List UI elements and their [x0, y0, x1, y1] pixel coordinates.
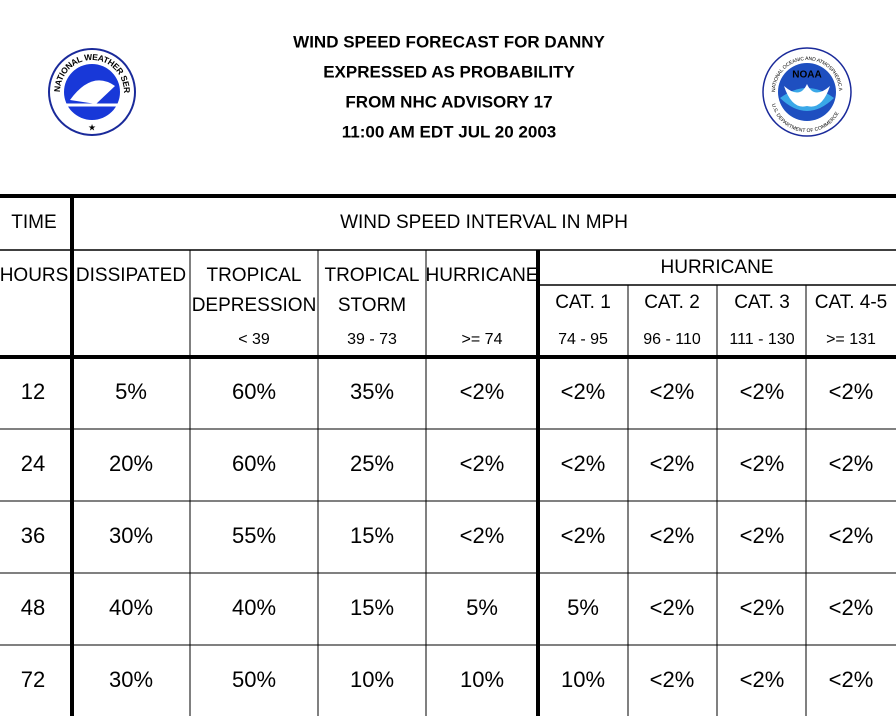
nws-logo: NATIONAL WEATHER SERVICE ★: [0, 0, 136, 136]
title-line: FROM NHC ADVISORY 17: [345, 92, 552, 111]
table-cell: <2%: [650, 451, 695, 476]
column-name: DEPRESSION: [192, 295, 317, 316]
noaa-name: NOAA: [792, 70, 821, 81]
table-cell: 12: [21, 379, 45, 404]
column-name: TROPICAL: [324, 265, 419, 286]
column-name: HURRICANE: [426, 265, 539, 286]
column-range: < 39: [238, 331, 270, 348]
table-cell: 72: [21, 667, 45, 692]
table-cell: 30%: [109, 523, 153, 548]
table-cell: 5%: [466, 595, 498, 620]
table-cell: 36: [21, 523, 45, 548]
table-cell: <2%: [740, 595, 785, 620]
table-cell: <2%: [460, 523, 505, 548]
table-cell: <2%: [829, 595, 874, 620]
cat-name: CAT. 4-5: [815, 292, 888, 313]
column-range: 39 - 73: [347, 331, 397, 348]
cat-range: 96 - 110: [643, 331, 701, 348]
table-cell: 24: [21, 451, 45, 476]
cat-name: CAT. 3: [734, 292, 790, 313]
table-cell: 35%: [350, 379, 394, 404]
table-cell: 60%: [232, 379, 276, 404]
table-cell: 15%: [350, 595, 394, 620]
table-cell: 5%: [115, 379, 147, 404]
column-name: TROPICAL: [206, 265, 301, 286]
svg-text:★: ★: [88, 122, 96, 132]
title-line: EXPRESSED AS PROBABILITY: [323, 62, 575, 81]
table-cell: 50%: [232, 667, 276, 692]
column-range: >= 74: [462, 331, 503, 348]
column-name: STORM: [338, 295, 406, 316]
table-cell: 40%: [109, 595, 153, 620]
table-cell: <2%: [650, 379, 695, 404]
cat-name: CAT. 2: [644, 292, 700, 313]
table-cell: <2%: [561, 523, 606, 548]
cat-range: 111 - 130: [729, 331, 794, 348]
table-cell: <2%: [740, 379, 785, 404]
table-cell: <2%: [740, 451, 785, 476]
table-cell: 10%: [460, 667, 504, 692]
table-cell: 48: [21, 595, 45, 620]
cat-range: 74 - 95: [558, 331, 608, 348]
title-line: 11:00 AM EDT JUL 20 2003: [342, 122, 557, 141]
table-cell: <2%: [740, 523, 785, 548]
table-cell: <2%: [829, 523, 874, 548]
hours-label: HOURS: [0, 265, 68, 286]
cat-name: CAT. 1: [555, 292, 611, 313]
table-cell: <2%: [829, 379, 874, 404]
table-cell: 5%: [567, 595, 599, 620]
table-cell: 10%: [561, 667, 605, 692]
table-cell: <2%: [829, 667, 874, 692]
title-line: WIND SPEED FORECAST FOR DANNY: [293, 32, 605, 51]
table-cell: <2%: [460, 451, 505, 476]
table-cell: 25%: [350, 451, 394, 476]
table-cell: <2%: [650, 595, 695, 620]
table-cell: 15%: [350, 523, 394, 548]
table-cell: <2%: [829, 451, 874, 476]
column-name: DISSIPATED: [76, 265, 186, 286]
table-cell: <2%: [650, 667, 695, 692]
interval-label: WIND SPEED INTERVAL IN MPH: [340, 212, 628, 233]
table-cell: <2%: [460, 379, 505, 404]
hurricane-group: HURRICANE: [661, 257, 774, 278]
table-cell: 10%: [350, 667, 394, 692]
table-cell: 30%: [109, 667, 153, 692]
table-cell: <2%: [740, 667, 785, 692]
table-cell: 60%: [232, 451, 276, 476]
table-cell: <2%: [561, 379, 606, 404]
table-cell: 20%: [109, 451, 153, 476]
cat-range: >= 131: [826, 331, 876, 348]
table-cell: <2%: [650, 523, 695, 548]
table-cell: <2%: [561, 451, 606, 476]
time-label: TIME: [11, 212, 56, 233]
table-cell: 40%: [232, 595, 276, 620]
table-cell: 55%: [232, 523, 276, 548]
